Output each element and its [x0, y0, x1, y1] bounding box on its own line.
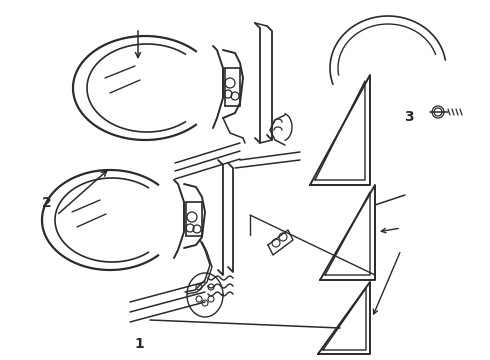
Text: 3: 3: [404, 110, 414, 124]
Text: 1: 1: [135, 337, 145, 351]
Text: 2: 2: [42, 197, 51, 210]
